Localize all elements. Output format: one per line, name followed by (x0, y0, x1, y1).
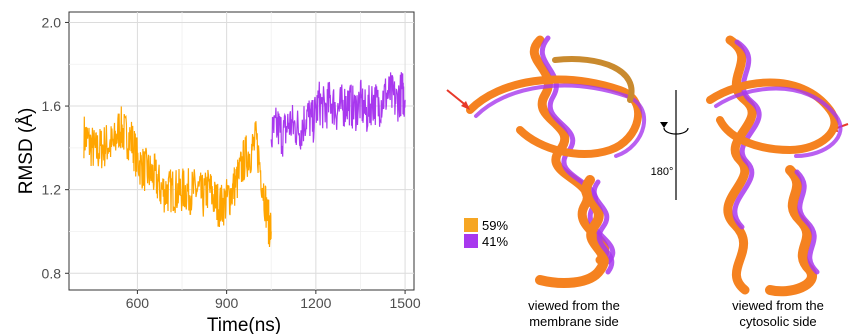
grid (65, 12, 414, 294)
legend: 59% 41% (464, 218, 508, 249)
caption-membrane-line1: viewed from the (528, 298, 620, 313)
x-tick-label: 900 (215, 295, 239, 311)
protein-structure-membrane-view (466, 35, 646, 288)
x-tick-label: 600 (126, 295, 150, 311)
x-tick-label: 1500 (389, 295, 420, 311)
legend-swatch-41 (464, 234, 478, 248)
rotation-label: 180° (651, 166, 674, 178)
x-tick-label: 1200 (300, 295, 331, 311)
protein-structure-cytosolic-view (706, 35, 843, 297)
rmsd-chart: 0.8 1.2 1.6 2.0 600 900 1200 1500 Time(ns) RMS… (16, 11, 421, 334)
y-tick-label: 0.8 (42, 265, 62, 281)
legend-swatch-59 (464, 218, 478, 232)
series-lines (83, 72, 406, 248)
y-tick-label: 2.0 (42, 14, 62, 30)
rotation-indicator: 180° (651, 90, 689, 200)
y-tick-labels: 0.8 1.2 1.6 2.0 (42, 14, 62, 281)
highlight-arrow-left (446, 89, 470, 110)
series-line-0 (83, 106, 272, 248)
caption-cytosolic-line2: cytosolic side (739, 314, 816, 329)
y-axis-title: RMSD (Å) (16, 108, 37, 195)
structure-panel: 180° 59% 41% viewed from the membrane si… (446, 35, 849, 329)
x-tick-labels: 600 900 1200 1500 (126, 295, 421, 311)
y-tick-label: 1.2 (42, 182, 62, 198)
legend-label-41: 41% (482, 234, 508, 249)
plot-panel (68, 11, 415, 291)
caption-membrane-line2: membrane side (529, 314, 619, 329)
legend-label-59: 59% (482, 218, 508, 233)
y-tick-label: 1.6 (42, 98, 62, 114)
series-line-1 (270, 72, 406, 157)
x-axis-title: Time(ns) (207, 315, 281, 334)
caption-cytosolic-line1: viewed from the (732, 298, 824, 313)
